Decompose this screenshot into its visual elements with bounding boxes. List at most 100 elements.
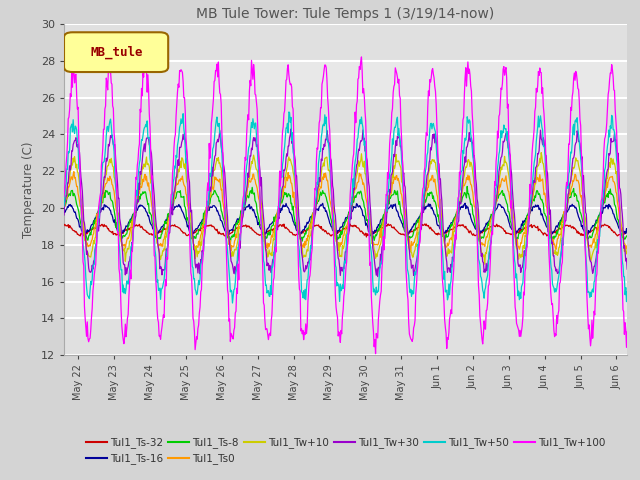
Tul1_Tw+100 xyxy=(95,205,102,211)
Tul1_Ts-32 xyxy=(420,222,428,228)
Tul1_Ts-16 xyxy=(388,204,396,209)
Bar xyxy=(64,134,627,171)
Tul1_Tw+50 xyxy=(623,289,631,295)
Tul1_Tw+100 xyxy=(420,168,428,174)
Tul1_Ts0 xyxy=(95,212,103,217)
Tul1_Ts-32 xyxy=(388,225,396,230)
Tul1_Ts-16 xyxy=(420,204,428,210)
Tul1_Tw+100 xyxy=(403,290,411,296)
Tul1_Tw+30 xyxy=(388,169,396,175)
Tul1_Tw+50 xyxy=(228,300,236,306)
Tul1_Tw+50 xyxy=(285,109,292,115)
Tul1_Tw+10 xyxy=(387,180,395,186)
Tul1_Ts-8 xyxy=(420,202,428,207)
Tul1_Ts-16 xyxy=(547,231,554,237)
Legend: Tul1_Ts-32, Tul1_Ts-16, Tul1_Ts-8, Tul1_Ts0, Tul1_Tw+10, Tul1_Tw+30, Tul1_Tw+50,: Tul1_Ts-32, Tul1_Ts-16, Tul1_Ts-8, Tul1_… xyxy=(82,433,609,468)
Line: Tul1_Ts-8: Tul1_Ts-8 xyxy=(64,186,627,243)
Tul1_Tw+30 xyxy=(95,228,102,234)
Bar xyxy=(64,208,627,245)
Line: Tul1_Ts-32: Tul1_Ts-32 xyxy=(64,224,627,237)
Tul1_Ts-8 xyxy=(547,233,554,239)
Title: MB Tule Tower: Tule Temps 1 (3/19/14-now): MB Tule Tower: Tule Temps 1 (3/19/14-now… xyxy=(196,8,495,22)
Tul1_Tw+50 xyxy=(547,255,554,261)
Tul1_Tw+30 xyxy=(403,223,411,229)
Tul1_Ts-16 xyxy=(403,228,410,234)
Tul1_Ts0 xyxy=(403,228,410,234)
Line: Tul1_Tw+10: Tul1_Tw+10 xyxy=(64,153,627,264)
Y-axis label: Temperature (C): Temperature (C) xyxy=(22,141,35,238)
Line: Tul1_Tw+100: Tul1_Tw+100 xyxy=(64,57,627,354)
Tul1_Ts-32 xyxy=(489,222,497,228)
Tul1_Ts-8 xyxy=(60,207,68,213)
Tul1_Tw+100 xyxy=(547,283,554,288)
Tul1_Ts-32 xyxy=(403,232,410,238)
Tul1_Tw+10 xyxy=(402,214,410,220)
Tul1_Tw+100 xyxy=(358,54,365,60)
Tul1_Tw+100 xyxy=(489,231,497,237)
Tul1_Tw+100 xyxy=(372,351,380,357)
Tul1_Ts-16 xyxy=(489,212,497,217)
Bar xyxy=(64,97,627,134)
Tul1_Tw+100 xyxy=(388,106,396,111)
Tul1_Ts-32 xyxy=(623,229,631,235)
Tul1_Tw+50 xyxy=(388,136,396,142)
Tul1_Tw+10 xyxy=(95,210,102,216)
Tul1_Ts-8 xyxy=(463,183,471,189)
FancyBboxPatch shape xyxy=(64,32,168,72)
Tul1_Ts0 xyxy=(70,169,77,175)
Tul1_Tw+50 xyxy=(420,189,428,194)
Tul1_Tw+100 xyxy=(60,193,68,199)
Tul1_Ts0 xyxy=(60,200,68,205)
Tul1_Tw+30 xyxy=(60,212,68,218)
Tul1_Tw+10 xyxy=(547,225,554,231)
Tul1_Tw+30 xyxy=(547,207,554,213)
Tul1_Tw+50 xyxy=(403,266,411,272)
Tul1_Tw+50 xyxy=(95,214,102,220)
Tul1_Tw+30 xyxy=(623,266,631,272)
Tul1_Ts0 xyxy=(388,187,396,193)
Tul1_Ts-16 xyxy=(60,206,68,212)
Tul1_Tw+50 xyxy=(489,213,497,219)
Tul1_Ts-16 xyxy=(367,232,374,238)
Tul1_Tw+50 xyxy=(60,203,68,209)
Tul1_Ts-16 xyxy=(461,200,469,206)
Line: Tul1_Ts0: Tul1_Ts0 xyxy=(64,172,627,251)
Bar xyxy=(64,282,627,318)
Tul1_Ts0 xyxy=(420,197,428,203)
Tul1_Ts0 xyxy=(407,248,415,254)
Tul1_Ts0 xyxy=(547,231,554,237)
Tul1_Tw+100 xyxy=(623,329,631,335)
Tul1_Ts-32 xyxy=(362,234,370,240)
Tul1_Tw+10 xyxy=(60,205,68,211)
Tul1_Ts0 xyxy=(489,212,497,218)
Tul1_Ts-32 xyxy=(421,221,429,227)
Tul1_Ts0 xyxy=(623,242,631,248)
Tul1_Tw+10 xyxy=(538,150,545,156)
Tul1_Tw+30 xyxy=(374,274,381,279)
Bar xyxy=(64,171,627,208)
Tul1_Ts-16 xyxy=(623,229,631,235)
Bar xyxy=(64,61,627,97)
Tul1_Ts-8 xyxy=(623,233,631,239)
Tul1_Tw+10 xyxy=(623,248,631,253)
Tul1_Ts-32 xyxy=(547,232,554,238)
Tul1_Tw+10 xyxy=(488,225,496,230)
Tul1_Ts-8 xyxy=(403,233,410,239)
Tul1_Tw+30 xyxy=(287,126,295,132)
Tul1_Tw+10 xyxy=(481,261,489,267)
Bar xyxy=(64,318,627,355)
Text: MB_tule: MB_tule xyxy=(90,46,143,59)
Tul1_Ts-8 xyxy=(489,212,497,218)
Line: Tul1_Tw+50: Tul1_Tw+50 xyxy=(64,112,627,303)
Tul1_Ts-32 xyxy=(95,223,102,228)
Tul1_Ts-8 xyxy=(388,192,396,198)
Tul1_Ts-16 xyxy=(95,211,102,216)
Line: Tul1_Ts-16: Tul1_Ts-16 xyxy=(64,203,627,235)
Tul1_Tw+10 xyxy=(419,205,427,211)
Tul1_Tw+30 xyxy=(420,194,428,200)
Tul1_Tw+30 xyxy=(489,223,497,229)
Line: Tul1_Tw+30: Tul1_Tw+30 xyxy=(64,129,627,276)
Tul1_Ts-8 xyxy=(227,240,234,246)
Bar xyxy=(64,245,627,282)
Tul1_Ts-32 xyxy=(60,223,68,228)
